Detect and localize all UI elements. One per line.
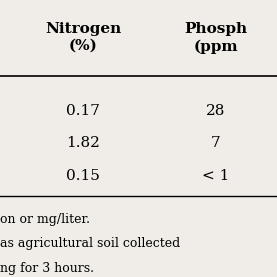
- Text: 0.15: 0.15: [66, 169, 100, 183]
- Text: 7: 7: [211, 136, 221, 150]
- Text: 1.82: 1.82: [66, 136, 100, 150]
- Text: < 1: < 1: [202, 169, 230, 183]
- Text: 28: 28: [206, 104, 226, 117]
- Text: as agricultural soil collected: as agricultural soil collected: [0, 237, 180, 250]
- Text: Phosph
(ppm: Phosph (ppm: [184, 22, 248, 54]
- Text: ng for 3 hours.: ng for 3 hours.: [0, 262, 94, 275]
- Text: Nitrogen
(%): Nitrogen (%): [45, 22, 121, 53]
- Text: 0.17: 0.17: [66, 104, 100, 117]
- Text: on or mg/liter.: on or mg/liter.: [0, 212, 90, 225]
